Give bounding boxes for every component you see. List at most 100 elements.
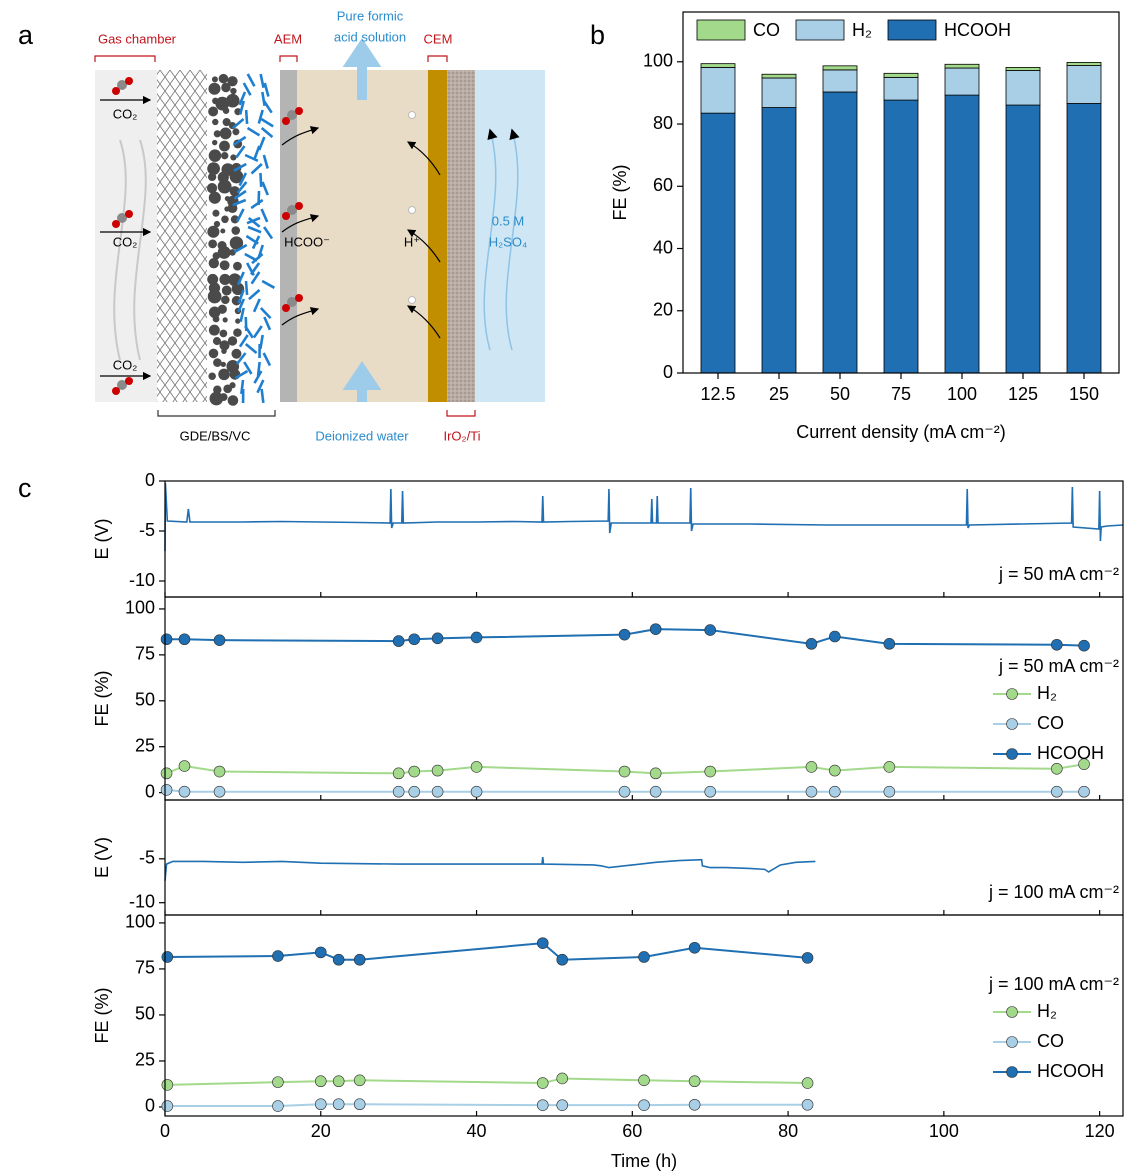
- marker: [829, 764, 841, 777]
- marker: [829, 630, 841, 643]
- particle: [222, 118, 231, 127]
- bar-segment: [761, 73, 797, 79]
- marker: [470, 761, 483, 773]
- fiber: [252, 325, 263, 339]
- marker: [431, 632, 444, 645]
- particle: [207, 225, 220, 238]
- marker: [805, 761, 818, 773]
- atom: [112, 387, 120, 395]
- fiber: [257, 109, 264, 124]
- fiber: [236, 181, 248, 194]
- plot-frame: [164, 799, 1124, 916]
- particle: [208, 191, 221, 204]
- atom: [125, 377, 133, 385]
- y-tick-label: 100: [125, 912, 155, 932]
- atom: [295, 202, 303, 210]
- fiber: [256, 361, 261, 377]
- marker: [314, 1098, 327, 1111]
- y-tick-label: 100: [125, 598, 155, 618]
- particle: [220, 228, 226, 234]
- y-tick-label: 25: [135, 735, 155, 755]
- particle: [208, 106, 219, 117]
- path: [406, 141, 441, 176]
- series-line: [167, 942, 808, 961]
- particle: [208, 348, 219, 359]
- particle: [219, 340, 230, 351]
- y-tick-label: 0: [663, 362, 673, 382]
- fiber: [244, 153, 259, 162]
- marker: [704, 785, 717, 798]
- atom: [112, 220, 120, 228]
- particle: [211, 76, 218, 83]
- x-tick-label: 100: [929, 1121, 959, 1141]
- marker: [883, 785, 896, 798]
- fiber: [249, 262, 261, 276]
- atom: [282, 117, 290, 125]
- y-tick-label: 75: [135, 644, 155, 664]
- marker: [161, 1079, 174, 1091]
- path: [446, 410, 476, 417]
- fiber: [250, 163, 263, 175]
- bar-segment: [761, 77, 797, 108]
- atom: [287, 205, 297, 215]
- path: [427, 55, 448, 62]
- atom: [125, 77, 133, 85]
- bar-segment: [1066, 65, 1102, 104]
- bar-segment: [883, 72, 919, 78]
- bar-segment: [1066, 62, 1102, 66]
- marker: [160, 633, 173, 646]
- marker: [408, 785, 421, 798]
- particle: [227, 395, 239, 406]
- legend-label: H₂: [1037, 1001, 1057, 1021]
- marker: [213, 765, 226, 778]
- marker: [649, 767, 662, 780]
- marker: [470, 785, 483, 798]
- particle: [217, 179, 232, 194]
- fiber: [253, 145, 261, 160]
- fiber: [260, 208, 269, 223]
- voltage-trace: [164, 856, 816, 881]
- x-axis-label: Time (h): [611, 1151, 677, 1171]
- particle: [208, 149, 222, 162]
- fiber: [232, 198, 247, 207]
- y-axis-label: FE (%): [92, 671, 112, 727]
- atom: [125, 210, 133, 218]
- particle: [220, 361, 226, 367]
- marker: [801, 1077, 814, 1089]
- bar-segment: [822, 69, 858, 93]
- plot-frame: [164, 480, 1124, 598]
- particle: [213, 358, 222, 367]
- legend-label: HCOOH: [944, 20, 1011, 40]
- particle: [222, 107, 230, 114]
- particle: [208, 82, 221, 95]
- legend-label: CO: [1037, 1031, 1064, 1051]
- anode-layer: [447, 70, 475, 402]
- marker: [649, 785, 662, 798]
- panel-label: b: [590, 20, 605, 50]
- atom: [295, 294, 303, 302]
- fiber: [232, 118, 245, 130]
- marker: [431, 785, 444, 798]
- marker: [161, 951, 174, 963]
- marker: [353, 953, 366, 966]
- annotation: j = 50 mA cm⁻²: [998, 656, 1119, 676]
- marker: [618, 765, 631, 778]
- particle: [206, 183, 218, 194]
- fiber: [259, 172, 263, 188]
- flow-arrow: [342, 360, 382, 402]
- fiber: [238, 172, 248, 187]
- fiber: [233, 189, 247, 200]
- fiber: [237, 289, 245, 304]
- path: [133, 139, 147, 361]
- particle: [212, 337, 222, 346]
- y-tick-label: 60: [653, 175, 673, 195]
- label: CO₂: [113, 234, 138, 249]
- y-tick-label: 25: [135, 1050, 155, 1070]
- particle: [208, 306, 221, 319]
- anolyte-flow: [483, 128, 520, 351]
- marker: [213, 634, 226, 646]
- y-axis-label: FE (%): [92, 988, 112, 1044]
- y-axis-label: E (V): [92, 837, 112, 878]
- particle: [211, 139, 218, 146]
- fiber: [248, 289, 261, 301]
